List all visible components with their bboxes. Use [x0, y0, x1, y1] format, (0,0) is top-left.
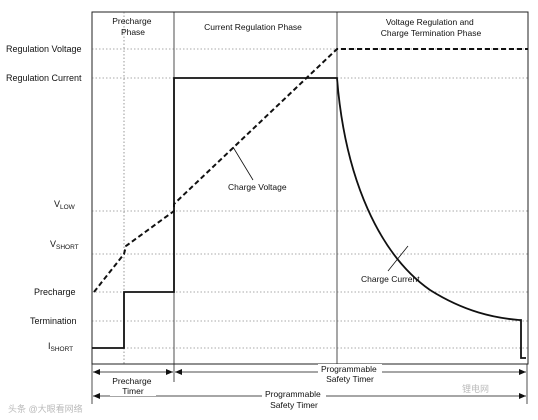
label-programmable-timer-upper: Programmable Safety Timer — [321, 364, 379, 384]
label-vlow-sub: LOW — [60, 204, 76, 211]
plot-frame — [91, 11, 529, 365]
label-programmable-timer-lower: Programmable Safety Timer — [265, 389, 323, 410]
phase-title-voltage-regulation: Voltage Regulation and Charge Terminatio… — [381, 17, 482, 38]
charge-current-leader — [387, 245, 409, 272]
phase-voltage-regulation-line2: Charge Termination Phase — [381, 28, 482, 38]
label-vlow: VLOW — [54, 199, 76, 211]
label-regulation-voltage: Regulation Voltage — [6, 44, 82, 54]
annotation-charge-current: Charge Current — [361, 274, 420, 284]
label-precharge-timer: Precharge Timer — [112, 376, 154, 396]
programmable-timer-lower-backing — [262, 389, 326, 411]
phase-precharge-line2: Phase — [121, 27, 145, 37]
precharge-timer-line2: Timer — [122, 386, 144, 396]
label-vshort-sub: SHORT — [56, 244, 79, 251]
label-ishort-sub: SHORT — [51, 346, 74, 353]
precharge-timer-line1: Precharge — [112, 376, 151, 386]
label-vshort-main: V — [50, 239, 56, 249]
phase-title-precharge: Precharge Phase — [112, 16, 154, 37]
phase-voltage-regulation-line1: Voltage Regulation and — [386, 17, 474, 27]
label-ishort-main: I — [48, 341, 51, 351]
programmable-upper-line1: Programmable — [321, 364, 377, 374]
phase-title-current-regulation: Current Regulation Phase — [204, 22, 302, 32]
programmable-timer-upper-backing — [318, 364, 382, 384]
label-ishort: ISHORT — [48, 341, 73, 353]
annotation-charge-voltage: Charge Voltage — [228, 182, 287, 192]
charge-voltage-leader — [232, 146, 254, 181]
label-precharge: Precharge — [34, 287, 76, 297]
programmable-lower-line1: Programmable — [265, 389, 321, 399]
label-vlow-main: V — [54, 199, 60, 209]
charge-current-curve — [92, 77, 526, 359]
label-termination: Termination — [30, 316, 77, 326]
reference-gridlines — [92, 12, 528, 364]
precharge-timer-backing — [110, 376, 156, 396]
charge-voltage-curve — [93, 48, 528, 293]
watermark-bottom-right: 锂电网 — [462, 383, 489, 394]
phase-precharge-line1: Precharge — [112, 16, 151, 26]
programmable-lower-line2: Safety Timer — [270, 400, 318, 410]
phase-current-regulation-line1: Current Regulation Phase — [204, 22, 302, 32]
label-vshort: VSHORT — [50, 239, 79, 251]
label-regulation-current: Regulation Current — [6, 73, 82, 83]
watermark-bottom-left: 头条 @大眼看网络 — [8, 403, 83, 414]
programmable-upper-line2: Safety Timer — [326, 374, 374, 384]
